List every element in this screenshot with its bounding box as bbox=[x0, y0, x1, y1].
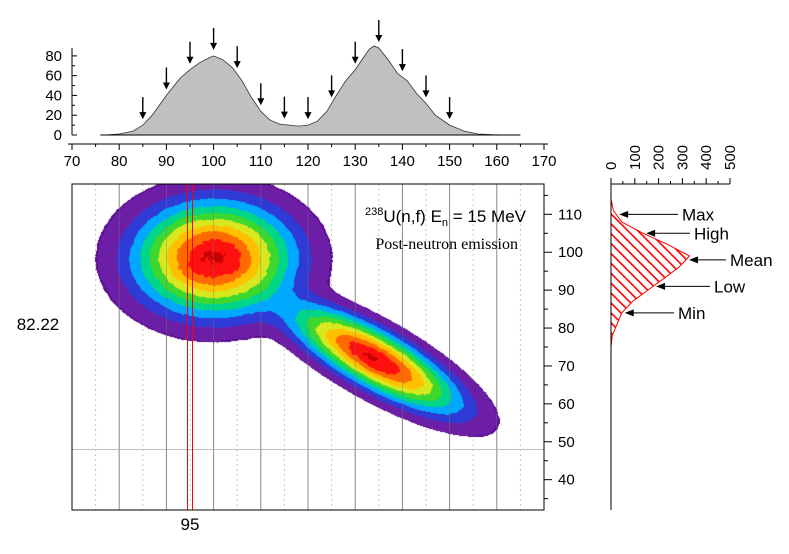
annotation-label: Max bbox=[682, 205, 715, 224]
chart-title: 238U(n,f) En = 15 MeV bbox=[365, 206, 527, 229]
top-x-tick-label: 160 bbox=[484, 153, 509, 170]
title-subscript: n bbox=[442, 217, 448, 229]
title-nucleus: U(n,f) E bbox=[383, 207, 442, 226]
right-x-tick-label: 400 bbox=[698, 145, 715, 170]
top-x-ticks: 70 80 90 100 110 120 130 140 150 160 170 bbox=[64, 144, 557, 170]
annotation-arrow-head bbox=[688, 256, 698, 264]
top-x-tick-label: 120 bbox=[295, 153, 320, 170]
peak-arrow-head bbox=[398, 64, 406, 72]
annotation-label: High bbox=[694, 224, 729, 243]
peak-arrow-head bbox=[210, 42, 218, 50]
top-x-tick-label: 150 bbox=[437, 153, 462, 170]
right-x-tick-label: 100 bbox=[627, 145, 644, 170]
annotation-arrow-head bbox=[619, 210, 629, 218]
right-x-tick-label: 0 bbox=[603, 162, 620, 170]
annotation-label: Mean bbox=[730, 251, 773, 270]
top-y-tick-label: 80 bbox=[45, 48, 62, 65]
top-x-tick-label: 170 bbox=[531, 153, 556, 170]
peak-arrow-head bbox=[280, 111, 288, 119]
right-x-tick-label: 200 bbox=[651, 145, 668, 170]
top-x-tick-label: 130 bbox=[343, 153, 368, 170]
top-y-tick-label: 0 bbox=[54, 127, 62, 144]
annotation-label: Low bbox=[714, 277, 746, 296]
main-y-tick-label: 100 bbox=[558, 244, 583, 261]
cursor-x-readout: 95 bbox=[181, 515, 200, 534]
top-x-tick-label: 140 bbox=[390, 153, 415, 170]
main-y-tick-label: 70 bbox=[558, 358, 575, 375]
chart-subtitle: Post-neutron emission bbox=[375, 236, 518, 253]
peak-arrow-head bbox=[186, 56, 194, 64]
title-tail: = 15 MeV bbox=[448, 207, 527, 226]
main-y-tick-label: 110 bbox=[558, 206, 582, 223]
peak-arrow-head bbox=[233, 61, 241, 69]
top-peak-arrows bbox=[139, 19, 454, 120]
top-y-tick-label: 40 bbox=[45, 87, 62, 104]
top-x-tick-label: 90 bbox=[158, 153, 175, 170]
main-y-tick-label: 50 bbox=[558, 434, 575, 451]
annotation-arrow-head bbox=[656, 282, 666, 290]
annotation-arrow-head bbox=[624, 309, 634, 317]
top-x-tick-label: 80 bbox=[111, 153, 128, 170]
cursor-y-readout: 82.22 bbox=[17, 315, 60, 334]
peak-arrow-head bbox=[328, 90, 336, 98]
main-y-ticks: 40 50 60 70 80 90 100 110 bbox=[544, 194, 583, 500]
main-y-tick-label: 60 bbox=[558, 396, 575, 413]
right-projection-area bbox=[610, 199, 691, 348]
main-y-tick-label: 40 bbox=[558, 472, 575, 489]
main-contour-panel: 40 50 60 70 80 90 100 110 238U(n,f) En = 15 MeV… bbox=[17, 183, 583, 534]
top-histogram-panel: 0 20 40 60 80 70 80 90 100 110 120 130 140 150 160 170 bbox=[45, 19, 557, 170]
peak-arrow-head bbox=[375, 34, 383, 42]
title-superscript: 238 bbox=[365, 206, 383, 218]
top-x-tick-label: 100 bbox=[201, 153, 226, 170]
top-x-tick-label: 110 bbox=[249, 153, 273, 170]
annotation-label: Min bbox=[678, 304, 705, 323]
annotation-arrow-head bbox=[646, 229, 656, 237]
main-y-tick-label: 80 bbox=[558, 320, 575, 337]
peak-arrow-head bbox=[351, 56, 359, 64]
peak-arrow-head bbox=[257, 98, 265, 106]
peak-arrow-head bbox=[446, 112, 454, 120]
top-histogram-area bbox=[104, 45, 507, 136]
top-y-tick-label: 60 bbox=[45, 68, 62, 85]
top-x-tick-label: 70 bbox=[64, 153, 81, 170]
right-x-tick-label: 300 bbox=[674, 145, 691, 170]
top-y-ticks: 0 20 40 60 80 bbox=[45, 48, 77, 144]
peak-arrow-head bbox=[304, 112, 312, 120]
top-y-tick-label: 20 bbox=[45, 107, 62, 124]
main-grid-overlay bbox=[118, 184, 498, 510]
peak-arrow-head bbox=[162, 82, 170, 90]
peak-arrow-head bbox=[422, 90, 430, 98]
right-x-ticks: 0 100 200 300 400 500 bbox=[603, 145, 739, 184]
peak-arrow-head bbox=[139, 112, 147, 120]
main-y-tick-label: 90 bbox=[558, 282, 575, 299]
right-x-tick-label: 500 bbox=[722, 145, 739, 170]
